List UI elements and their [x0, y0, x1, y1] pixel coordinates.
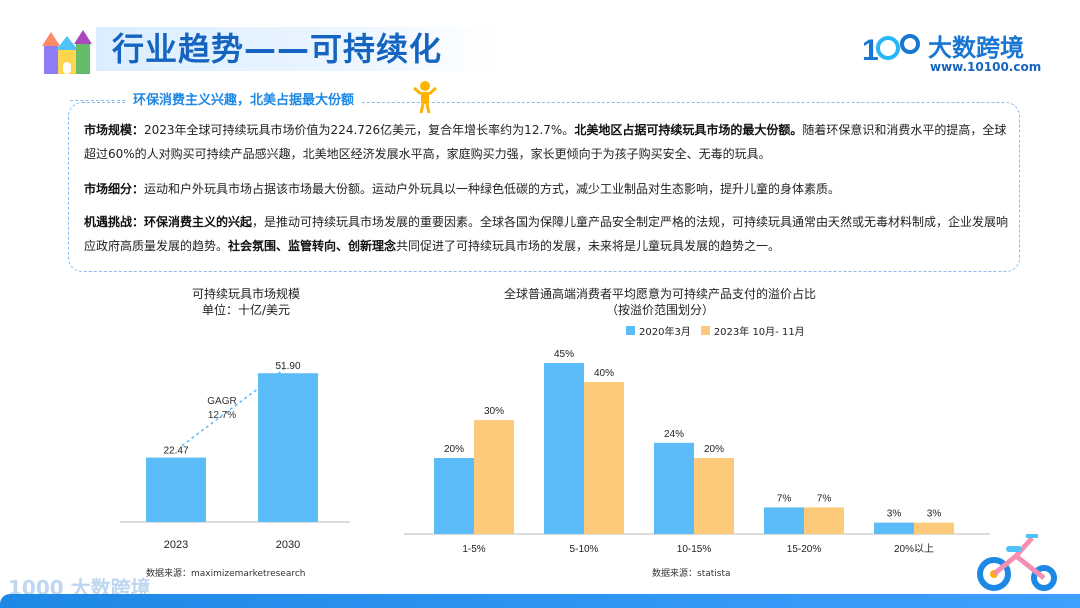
chart-title: 全球普通高端消费者平均愿意为可持续产品支付的溢价占比 — [503, 287, 816, 301]
legend-label: 2020年3月 — [639, 326, 691, 338]
data-label: 7% — [777, 493, 792, 504]
market-size-heading: 市场规模： — [84, 123, 145, 137]
premium-chart: 20% 30% 1-5% 45% 40% 5-10% 24% 20% 10-15% 7% 7% 15-… — [404, 349, 990, 555]
data-label: 3% — [927, 509, 942, 520]
opportunity-paragraph: 机遇挑战：环保消费主义的兴起，是推动可持续玩具市场发展的重要因素。全球各国为保障… — [84, 210, 1018, 258]
bar — [258, 373, 318, 522]
footer-bar — [0, 594, 1080, 608]
data-label: 3% — [887, 509, 902, 520]
legend-swatch — [700, 325, 710, 335]
divider — [70, 100, 125, 101]
tick-label: 2030 — [276, 539, 300, 551]
legend-label: 2023年 10月- 11月 — [713, 326, 805, 338]
bar — [474, 420, 514, 534]
bar — [544, 363, 584, 534]
tick-label: 5-10% — [570, 544, 599, 555]
page-title: 行业趋势——可持续化 — [112, 30, 443, 68]
title-band — [96, 27, 496, 71]
tick-label: 2023 — [164, 539, 188, 551]
premium-chart-title: 全球普通高端消费者平均愿意为可持续产品支付的溢价占比 （按溢价范围划分） — [440, 286, 880, 318]
market-size-chart-title: 可持续玩具市场规模 单位：十亿/美元 — [126, 286, 366, 318]
chart-subtitle: 单位：十亿/美元 — [201, 303, 291, 317]
data-label: 7% — [817, 493, 832, 504]
opportunity-text-2: 共同促进了可持续玩具市场的发展，未来将是儿童玩具发展的趋势之一。 — [396, 239, 781, 253]
tricycle-icon — [977, 534, 1057, 591]
bar — [584, 382, 624, 534]
brand-url: www.10100.com — [930, 60, 1042, 74]
bar — [654, 442, 694, 534]
opportunity-heading: 机遇挑战： — [84, 215, 145, 229]
castle-icon — [42, 30, 92, 74]
chart-subtitle: （按溢价范围划分） — [605, 303, 714, 317]
legend-item: 2020年3月 — [626, 323, 691, 338]
bar — [804, 507, 844, 534]
market-size-highlight: 北美地区占据可持续玩具市场的最大份额。 — [574, 123, 803, 137]
market-size-source: 数据来源：maximizemarketresearch — [146, 569, 306, 579]
info-box — [68, 102, 1020, 272]
data-label: 30% — [484, 406, 504, 417]
market-size-text: 2023年全球可持续玩具市场价值为224.726亿美元，复合年增长率约为12.7… — [144, 123, 575, 137]
premium-source: 数据来源：statista — [652, 569, 731, 579]
market-size-chart: 22.47 2023 51.90 2030 GAGR 12.7% — [120, 361, 350, 551]
data-label: 22.47 — [163, 446, 188, 457]
brand-name: 大数跨境 — [928, 34, 1024, 62]
brand-mark-icon: 1 — [862, 34, 920, 66]
market-size-text-2: 随着环保意识和消费水平的提高，全球超过60%的人对购买可持续产品感兴趣，北美地区… — [84, 123, 1007, 161]
tick-label: 1-5% — [462, 544, 485, 555]
opportunity-highlight-2: 社会氛围、监管转向、创新理念 — [228, 239, 397, 253]
data-label: 51.90 — [275, 361, 300, 372]
data-label: 24% — [664, 429, 684, 440]
chart-title: 可持续玩具市场规模 — [191, 287, 300, 301]
tick-label: 10-15% — [677, 544, 712, 555]
segment-heading: 市场细分： — [84, 182, 145, 196]
svg-text:1: 1 — [862, 34, 879, 66]
bar — [694, 458, 734, 534]
legend-swatch — [626, 325, 635, 335]
cagr-label: GAGR — [207, 396, 236, 407]
premium-chart-legend: 2020年3月 2023年 10月- 11月 — [626, 322, 805, 338]
legend-item: 2023年 10月- 11月 — [700, 323, 805, 338]
bar — [914, 522, 954, 534]
market-size-paragraph: 市场规模：2023年全球可持续玩具市场价值为224.726亿美元，复合年增长率约… — [84, 118, 1018, 166]
tick-label: 15-20% — [787, 544, 822, 555]
bar — [434, 458, 474, 534]
data-label: 20% — [704, 444, 724, 455]
brand-logo: 1 大数跨境 www.10100.com — [862, 26, 1042, 78]
data-label: 40% — [594, 368, 614, 379]
cagr-value: 12.7% — [208, 410, 236, 421]
data-label: 45% — [554, 349, 574, 360]
bar — [874, 522, 914, 534]
info-box-label: 环保消费主义兴趣，北美占据最大份额 — [125, 90, 363, 112]
segment-paragraph: 市场细分：运动和户外玩具市场占据该市场最大份额。运动户外玩具以一种绿色低碳的方式… — [84, 177, 1018, 201]
opportunity-text-1: ，是推动可持续玩具市场发展的重要因素。全球各国为保障儿童产品安全制定严格的法规，… — [84, 215, 1009, 253]
bar — [146, 457, 206, 522]
segment-text: 运动和户外玩具市场占据该市场最大份额。运动户外玩具以一种绿色低碳的方式，减少工业… — [144, 182, 841, 196]
opportunity-highlight-1: 环保消费主义的兴起 — [144, 215, 253, 229]
tick-label: 20%以上 — [894, 543, 934, 555]
child-icon — [413, 81, 437, 114]
bar — [764, 507, 804, 534]
data-label: 20% — [444, 444, 464, 455]
